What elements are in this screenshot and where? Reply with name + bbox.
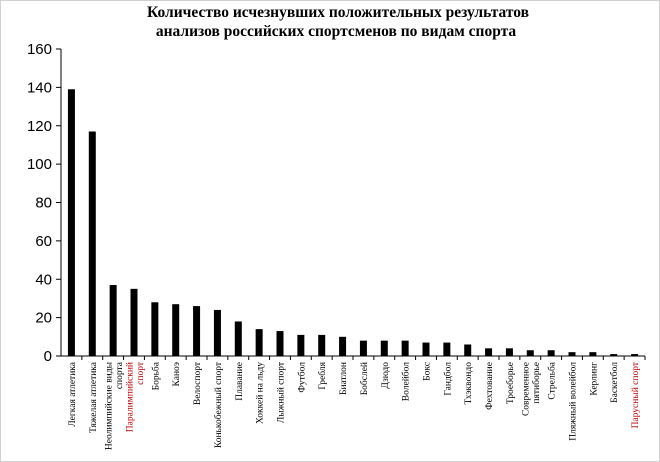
x-tick-label: спорта: [115, 361, 125, 389]
y-tick-label: 60: [35, 233, 52, 250]
y-axis: 0 20 40 60 80 100 120 140 160: [27, 41, 62, 365]
x-axis: Легкая атлетика Тяжелая атлетика Неолимпий…: [61, 355, 646, 450]
bar: [610, 354, 618, 356]
bar: [568, 352, 576, 356]
bar: [234, 321, 242, 356]
x-tick-label: Тхэквондо: [464, 362, 474, 405]
x-tick-label: Современное: [522, 362, 532, 416]
x-tick-label: Бобслей: [359, 362, 370, 395]
bar: [359, 340, 367, 356]
x-tick-label: Пляжный волейбол: [568, 362, 579, 441]
x-tick-label: спорт: [136, 361, 146, 385]
bar: [422, 342, 430, 356]
bar: [401, 340, 409, 356]
x-tick-label: Керлинг: [589, 362, 599, 396]
bar: [485, 348, 493, 356]
x-tick-label: Волейбол: [401, 362, 412, 401]
y-tick-label: 140: [27, 79, 52, 96]
x-tick-label: Футбол: [296, 362, 307, 393]
x-tick-label: Гребля: [317, 361, 328, 389]
x-tick-label: Баскетбол: [609, 362, 620, 403]
x-tick-label: Велоспорт: [193, 361, 203, 405]
x-tick-label: Неолимпийские виды: [103, 361, 114, 450]
y-tick-label: 80: [35, 195, 52, 212]
bar: [172, 304, 180, 356]
y-tick-label: 160: [27, 41, 52, 58]
y-tick-label: 40: [35, 271, 52, 288]
x-tick-label: Фехтование: [485, 362, 495, 410]
x-tick-label: Гандбол: [442, 362, 453, 396]
chart-title-line-1: Количество исчезнувших положительных рез…: [147, 4, 529, 21]
x-tick-label: Бокс: [423, 362, 433, 381]
bar: [318, 334, 326, 356]
x-tick-label: Плавание: [235, 362, 245, 401]
bar: [130, 288, 138, 356]
bar: [276, 331, 284, 356]
y-tick-label: 100: [27, 156, 52, 173]
x-tick-label: Каноэ: [172, 362, 182, 386]
x-tick-label: Биатлон: [339, 362, 349, 395]
bars: [67, 89, 639, 356]
x-tick-label: Хоккей на льду: [255, 362, 266, 424]
y-tick-label: 0: [44, 348, 52, 365]
bar: [67, 89, 75, 356]
y-tick-label: 20: [35, 310, 52, 327]
x-tick-label: Легкая атлетика: [68, 361, 78, 426]
bar: [151, 302, 159, 356]
bar: [297, 334, 305, 356]
bar: [88, 131, 96, 356]
bar: [631, 354, 639, 356]
bar: [255, 329, 263, 356]
x-tick-label: Дзюдо: [381, 362, 391, 389]
x-tick-label: Борьба: [150, 361, 161, 390]
bar: [443, 342, 451, 356]
x-tick-label: пятиборье: [531, 362, 542, 404]
bar: [380, 340, 388, 356]
x-tick-label: Парусный спорт: [630, 361, 641, 428]
chart-title-line-2: анализов российских спортсменов по видам…: [156, 23, 517, 40]
bar: [526, 350, 534, 356]
bar: [339, 336, 347, 356]
y-tick-label: 120: [27, 118, 52, 135]
bar: [589, 352, 597, 356]
x-tick-label: Тяжелая атлетика: [89, 361, 99, 433]
bar: [213, 309, 221, 356]
x-tick-label: Стрельба: [547, 361, 558, 399]
bar: [193, 306, 201, 356]
x-tick-label: Паралимпийский: [124, 362, 135, 432]
bar: [464, 344, 472, 356]
bar: [547, 350, 555, 356]
x-tick-label: Троеборье: [505, 362, 516, 404]
bar: [109, 285, 117, 356]
x-tick-label: Лыжный спорт: [276, 361, 287, 423]
x-tick-label: Конькобежный спорт: [213, 361, 224, 448]
bar: [505, 348, 513, 356]
chart-title: Количество исчезнувших положительных рез…: [147, 4, 529, 40]
